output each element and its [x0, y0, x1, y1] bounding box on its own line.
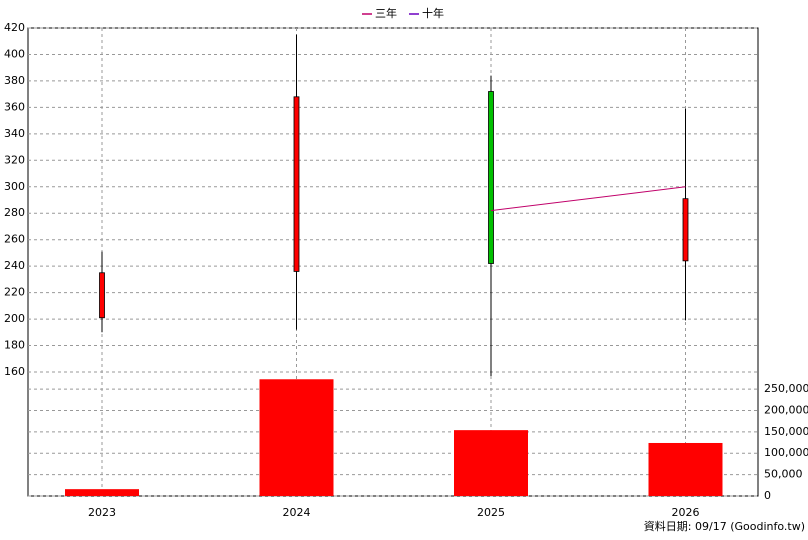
x-tick-label: 2025	[477, 506, 505, 519]
volume-bar	[259, 379, 334, 496]
y-tick-label: 220	[4, 286, 25, 299]
y-tick-label: 300	[4, 180, 25, 193]
y2-tick-label: 200,000	[764, 403, 808, 416]
y-tick-label: 400	[4, 47, 25, 60]
y-tick-label: 240	[4, 259, 25, 272]
y2-tick-label: 150,000	[764, 425, 808, 438]
y-tick-label: 200	[4, 312, 25, 325]
volume-bar	[65, 489, 139, 496]
y2-tick-label: 100,000	[764, 446, 808, 459]
y-tick-label: 180	[4, 339, 25, 352]
line-series	[490, 186, 686, 212]
footer: 資料日期: 09/17 (Goodinfo.tw)	[644, 519, 805, 533]
y2-tick-label: 0	[764, 489, 771, 502]
candle-body	[682, 198, 689, 262]
y-tick-label: 420	[4, 21, 25, 34]
volume-bar	[454, 430, 528, 496]
y2-tick-label: 50,000	[764, 468, 803, 481]
y-tick-label: 320	[4, 153, 25, 166]
x-tick-label: 2024	[283, 506, 311, 519]
candle-body	[488, 91, 494, 264]
y-tick-label: 380	[4, 74, 25, 87]
y-tick-label: 360	[4, 100, 25, 113]
y-tick-label: 340	[4, 127, 25, 140]
legend-label: 十年	[422, 6, 444, 20]
legend-label: 三年	[375, 6, 397, 20]
x-tick-label: 2023	[88, 506, 116, 519]
y2-tick-label: 250,000	[764, 382, 808, 395]
y-tick-label: 160	[4, 365, 25, 378]
volume-bar	[648, 442, 723, 496]
candle-body	[99, 272, 105, 319]
y-tick-label: 260	[4, 233, 25, 246]
y-tick-label: 280	[4, 206, 25, 219]
x-tick-label: 2026	[672, 506, 700, 519]
candle-body	[293, 96, 300, 272]
plot-frame	[27, 27, 759, 497]
